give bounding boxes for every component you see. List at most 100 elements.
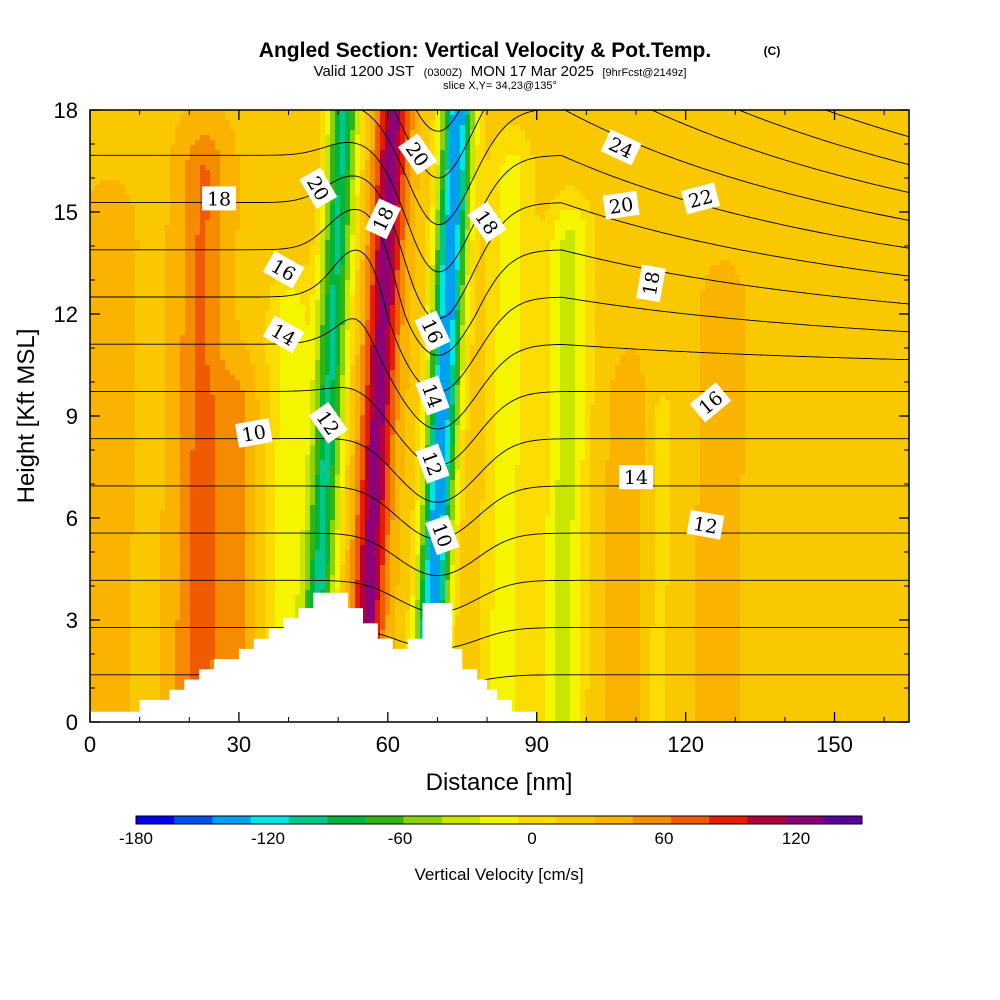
vv-cell [155,425,161,431]
vv-cell [95,495,101,501]
vv-cell [135,415,141,421]
vv-cell [170,590,176,596]
vv-cell [135,690,141,696]
vv-cell [220,560,226,566]
vv-cell [155,315,161,321]
vv-cell [160,665,166,671]
vv-cell [105,265,111,271]
vv-cell [250,260,256,266]
vv-cell [280,210,286,216]
vv-cell [120,300,126,306]
vv-cell [260,455,266,461]
vv-cell [95,260,101,266]
vv-cell [150,435,156,441]
vv-cell [90,230,96,236]
vv-cell [160,145,166,151]
vv-cell [155,590,161,596]
vv-cell [220,345,226,351]
vv-cell [205,345,211,351]
vv-cell [195,470,201,476]
vv-cell [145,640,151,646]
vv-cell [195,300,201,306]
vv-cell [145,470,151,476]
vv-cell [100,630,106,636]
vv-cell [195,600,201,606]
vv-cell [110,425,116,431]
vv-cell [125,250,131,256]
vv-cell [140,675,146,681]
vv-cell [100,695,106,701]
vv-cell [130,495,136,501]
vv-cell [165,435,171,441]
vv-cell [190,375,196,381]
vv-cell [230,325,236,331]
vv-cell [200,325,206,331]
vv-cell [145,455,151,461]
vv-cell [235,320,241,326]
vv-cell [210,455,216,461]
vv-cell [160,660,166,666]
vv-cell [260,260,266,266]
vv-cell [250,125,256,131]
vv-cell [245,520,251,526]
vv-cell [115,440,121,446]
vv-cell [280,185,286,191]
vv-cell [155,520,161,526]
vv-cell [160,135,166,141]
vv-cell [165,475,171,481]
vv-cell [115,525,121,531]
vv-cell [125,385,131,391]
vv-cell [90,465,96,471]
vv-cell [90,560,96,566]
vv-cell [260,360,266,366]
vv-cell [245,460,251,466]
vv-cell [135,125,141,131]
vv-cell [215,600,221,606]
vv-cell [130,480,136,486]
vv-cell [145,645,151,651]
vv-cell [235,165,241,171]
vv-cell [200,135,206,141]
vv-cell [225,330,231,336]
vv-cell [275,425,281,431]
vv-cell [145,285,151,291]
vv-cell [280,425,286,431]
vv-cell [255,470,261,476]
vv-cell [225,285,231,291]
vv-cell [290,120,296,126]
vv-cell [215,220,221,226]
vv-cell [140,595,146,601]
vv-cell [260,525,266,531]
vv-cell [225,240,231,246]
vv-cell [150,360,156,366]
vv-cell [235,300,241,306]
vv-cell [130,215,136,221]
vv-cell [240,495,246,501]
vv-cell [205,405,211,411]
vv-cell [190,345,196,351]
vv-cell [135,645,141,651]
vv-cell [250,615,256,621]
vv-cell [135,165,141,171]
vv-cell [180,575,186,581]
vv-cell [280,300,286,306]
vv-cell [190,565,196,571]
vv-cell [265,285,271,291]
vv-cell [95,430,101,436]
vv-cell [125,395,131,401]
vv-cell [220,155,226,161]
vv-cell [185,645,191,651]
vv-cell [280,365,286,371]
vv-cell [270,455,276,461]
vv-cell [130,450,136,456]
vv-cell [240,220,246,226]
vv-cell [245,615,251,621]
vv-cell [265,215,271,221]
vv-cell [200,130,206,136]
vv-cell [170,345,176,351]
vv-cell [160,510,166,516]
vv-cell [130,145,136,151]
vv-cell [185,280,191,286]
vv-cell [255,575,261,581]
vv-cell [260,495,266,501]
